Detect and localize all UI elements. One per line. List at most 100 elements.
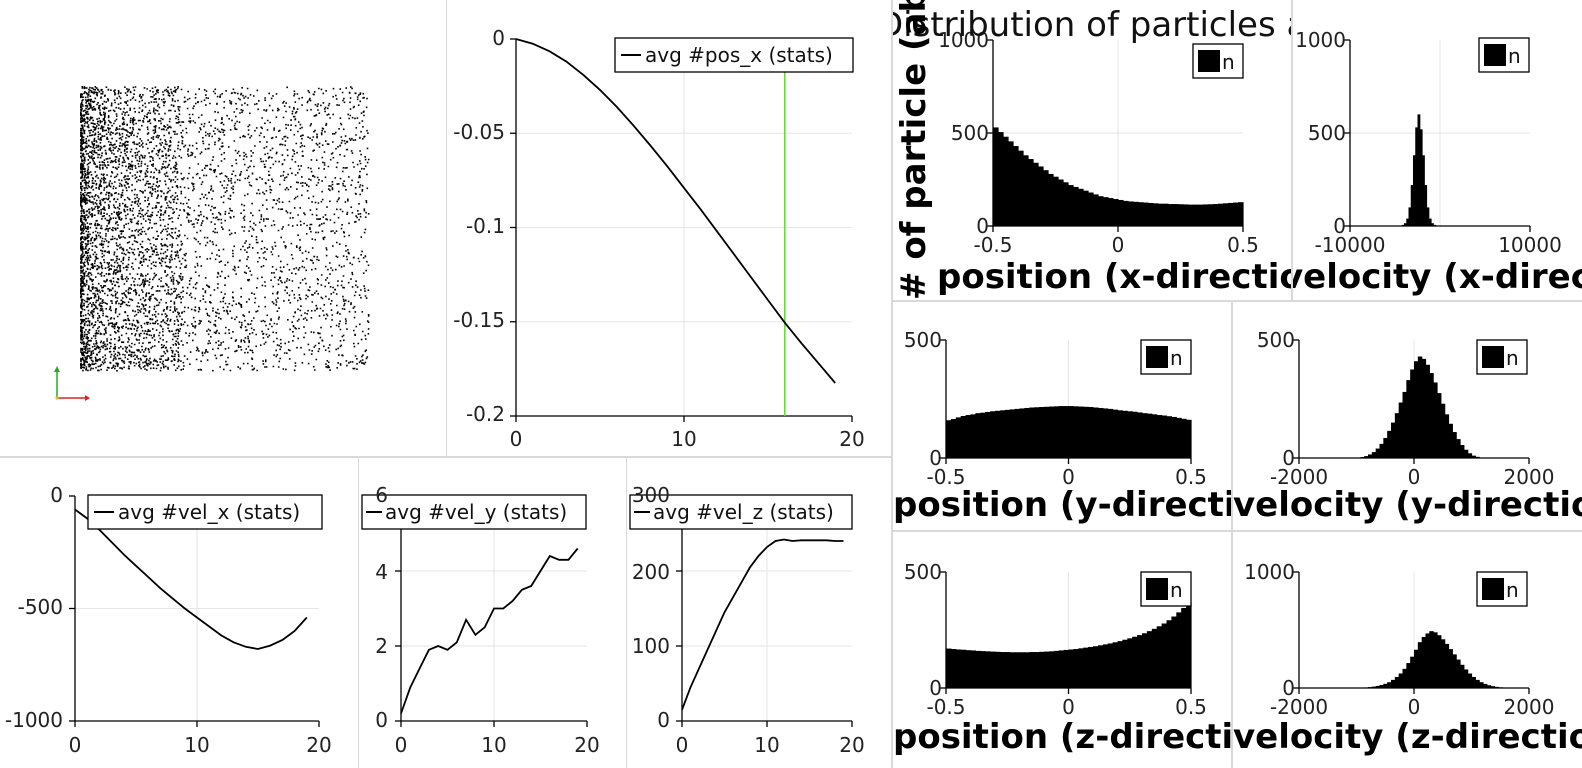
x-axis-label: position (y-direction) — [893, 485, 1231, 525]
x-tick: -0.5 — [926, 465, 965, 489]
histogram-bar — [1429, 373, 1434, 458]
histogram-bar — [999, 652, 1006, 688]
histogram-bar — [1117, 410, 1123, 458]
histogram-bar — [1107, 643, 1114, 688]
histogram-bar — [1414, 361, 1419, 458]
x-axis-label: velocity (x-direction) — [1293, 257, 1582, 297]
x-axis-label: position (z-direction) — [893, 717, 1231, 757]
x-tick: 0 — [510, 427, 523, 451]
histogram-bar — [1018, 150, 1024, 226]
histogram-bar — [1410, 185, 1414, 226]
legend-box: avg #vel_z (stats) — [629, 494, 853, 530]
y-tick: 0 — [1333, 214, 1346, 238]
histogram-bar — [1406, 218, 1410, 226]
histogram-bar — [946, 648, 952, 688]
histogram-bar — [1132, 411, 1138, 458]
histogram-bar — [1112, 409, 1119, 458]
histogram-bar — [1176, 612, 1182, 688]
x-tick: 10 — [754, 733, 779, 757]
histogram-bar — [990, 411, 996, 458]
x-tick: 10000 — [1498, 233, 1562, 257]
histogram-bar — [1426, 207, 1430, 226]
y-tick: 500 — [904, 328, 942, 352]
histogram-bar — [1044, 651, 1050, 688]
histogram-bar — [1471, 676, 1476, 688]
histogram-bar — [1058, 406, 1065, 458]
y-tick: -0.05 — [453, 120, 505, 144]
histogram-vel-x[interactable]: 0 500 1000 -10000 10000 n velocity (x-directio… — [1293, 0, 1582, 300]
divider — [1291, 0, 1293, 300]
histogram-bar — [1058, 650, 1065, 688]
histogram-bar — [1483, 683, 1488, 688]
histogram-bar — [975, 650, 981, 688]
histogram-bar — [1093, 194, 1099, 226]
particle-scatter — [54, 86, 370, 401]
series-line — [74, 508, 308, 650]
histogram-bar — [1156, 415, 1163, 458]
histogram-bar — [1033, 162, 1039, 226]
histogram-bar — [1431, 223, 1434, 226]
histogram-bar — [1013, 146, 1019, 226]
histogram-bar — [1063, 649, 1070, 688]
histogram-bar — [970, 414, 976, 458]
z-axis-origin — [55, 396, 59, 400]
x-tick: 0 — [1062, 465, 1075, 489]
histogram-bar — [1161, 623, 1168, 688]
histogram-bar — [1118, 199, 1124, 226]
y-tick: 200 — [632, 560, 670, 584]
x-tick: 20 — [839, 733, 864, 757]
histogram-bar — [1148, 202, 1154, 226]
histogram-bar — [1146, 631, 1153, 688]
legend-label: avg #vel_z (stats) — [653, 500, 834, 524]
histogram-bar — [1375, 685, 1381, 688]
histogram-bar — [1043, 170, 1049, 226]
histogram-bar — [1003, 136, 1009, 226]
vel-x-line-chart[interactable]: avg #vel_x (stats) 0 -500 -1000 0 10 20 — [0, 458, 358, 768]
x-tick: 0 — [1408, 465, 1421, 489]
x-tick: 10 — [671, 427, 696, 451]
vel-z-line-chart[interactable]: avg #vel_z (stats) 300 200 100 0 0 10 20 — [628, 458, 891, 768]
histogram-bar — [1034, 652, 1040, 688]
histogram-bar — [1238, 202, 1244, 226]
plot-area — [510, 38, 853, 422]
legend-label: n — [1222, 50, 1235, 74]
histogram-bar — [1083, 647, 1089, 688]
x-tick: 0.5 — [1175, 465, 1207, 489]
histogram-bar — [950, 419, 957, 458]
x-axis-label: velocity (z-direction) — [1233, 717, 1582, 757]
x-axis-label: velocity (y-direction) — [1233, 485, 1582, 525]
histogram-bar — [1088, 192, 1094, 226]
histogram-bar — [1034, 407, 1040, 458]
histogram-bar — [998, 132, 1004, 226]
x-tick: 0 — [1112, 233, 1125, 257]
histogram-bar — [1044, 406, 1050, 458]
histogram-bar — [1456, 659, 1461, 688]
histogram-bar — [1038, 166, 1044, 226]
histogram-bar — [1142, 633, 1148, 688]
histogram-bar — [1127, 638, 1133, 688]
histogram-bar — [1093, 407, 1099, 458]
histogram-bar — [985, 651, 991, 688]
vel-y-line-chart[interactable]: avg #vel_y (stats) 6 4 2 0 0 10 20 — [360, 458, 626, 768]
particle-render-view[interactable] — [0, 0, 446, 456]
x-tick: -10000 — [1315, 233, 1386, 257]
histogram-bar — [1014, 652, 1021, 688]
series-line — [681, 538, 844, 711]
x-tick: 0.5 — [1175, 695, 1207, 719]
legend-box: n — [1140, 339, 1192, 375]
histogram-bar — [1156, 626, 1163, 688]
y-tick: 100 — [632, 634, 670, 658]
histogram-bar — [1398, 402, 1404, 458]
histogram-bar — [1039, 407, 1045, 458]
histogram-bar — [1490, 686, 1496, 688]
histogram-bar — [1008, 141, 1014, 226]
histogram-bar — [1181, 418, 1187, 458]
pos-x-line-chart[interactable]: avg #pos_x (stats) 0 -0.05 -0.1 -0.15 -0… — [447, 0, 891, 456]
histogram-bar — [1425, 364, 1430, 458]
